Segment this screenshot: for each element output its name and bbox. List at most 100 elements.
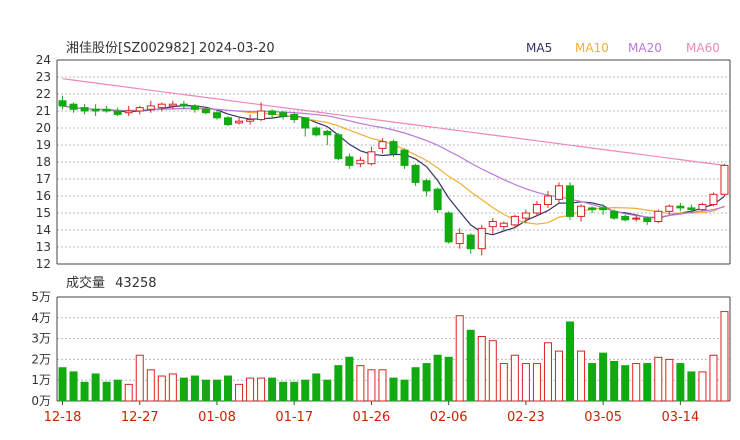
volume-bar <box>543 342 552 402</box>
price-tick-label: 15 <box>36 206 51 220</box>
volume-tick-label: 3万 <box>31 332 51 346</box>
volume-bar <box>58 367 67 402</box>
candle-body <box>698 204 707 211</box>
volume-tick-label: 2万 <box>31 352 51 366</box>
candle <box>113 107 122 117</box>
volume-label: 成交量 <box>66 275 105 291</box>
x-tick-label: 01-26 <box>353 410 391 425</box>
price-y-axis: 12 13 14 15 16 17 18 19 20 21 22 23 24 <box>36 53 51 271</box>
candle <box>510 214 519 229</box>
x-axis: 12-18 12-27 01-08 01-17 01-26 02-06 02-23 03-05… <box>44 401 699 425</box>
candle-body <box>212 112 221 119</box>
candle-body <box>279 112 288 117</box>
candle <box>301 117 310 137</box>
candle-body <box>113 110 122 115</box>
volume-bar <box>588 363 597 402</box>
volume-bar <box>433 354 442 402</box>
volume-bar <box>654 356 663 402</box>
ma60-line <box>62 78 725 166</box>
candle <box>400 148 409 169</box>
candle <box>334 133 343 161</box>
candle-body <box>676 205 685 209</box>
volume-bar <box>334 365 343 402</box>
volume-bar <box>521 363 530 402</box>
legend: MA5 MA10 MA20 MA60 <box>526 41 720 55</box>
candle <box>246 114 255 125</box>
volume-bar <box>91 373 100 402</box>
candle-body <box>257 110 266 120</box>
candle <box>577 204 586 222</box>
candle <box>323 129 332 145</box>
candle <box>91 104 100 117</box>
legend-item-ma20: MA20 <box>628 41 662 55</box>
volume-bar <box>632 363 641 402</box>
volume-bar <box>643 363 652 402</box>
volume-bar <box>157 375 166 402</box>
candle-body <box>588 207 597 211</box>
volume-bar <box>532 363 541 402</box>
volume-bar <box>566 321 575 402</box>
candle <box>157 102 166 111</box>
volume-y-axis: 0万 1万 2万 3万 4万 5万 <box>31 290 51 408</box>
candle-body <box>201 108 210 114</box>
volume-bar <box>610 360 619 402</box>
volume-bar <box>246 377 255 402</box>
candle <box>643 216 652 225</box>
legend-item-ma60: MA60 <box>686 41 720 55</box>
candle <box>455 228 464 249</box>
x-tick-label: 12-18 <box>44 410 82 425</box>
volume-bar <box>323 379 332 402</box>
candle-body <box>643 217 652 223</box>
volume-bar <box>499 363 508 402</box>
price-tick-label: 20 <box>36 121 51 135</box>
volume-bar <box>554 350 563 402</box>
candle-body <box>422 180 431 192</box>
candle-body <box>687 207 696 211</box>
volume-bar <box>113 379 122 402</box>
candle-body <box>466 234 475 250</box>
candle-body <box>665 205 674 212</box>
candle-body <box>190 105 199 110</box>
candle <box>312 126 321 137</box>
volume-tick-label: 4万 <box>31 311 51 325</box>
volume-bar <box>279 381 288 402</box>
price-tick-label: 13 <box>36 240 51 254</box>
candle-body <box>323 130 332 136</box>
candle <box>345 153 354 169</box>
candle <box>378 138 387 154</box>
volume-bar <box>422 363 431 402</box>
candle-body <box>69 103 78 110</box>
volume-bar <box>135 354 144 402</box>
candle-body <box>268 110 277 115</box>
candle-body <box>720 164 729 195</box>
x-tick-label: 03-14 <box>661 410 699 425</box>
candle-body <box>345 156 354 166</box>
volume-bar <box>720 311 729 402</box>
volume-bars <box>58 311 729 402</box>
candle-body <box>610 210 619 219</box>
volume-title: 成交量 43258 <box>66 275 157 291</box>
price-grid <box>56 59 731 265</box>
candle-body <box>532 204 541 214</box>
candle <box>389 139 398 157</box>
candle-body <box>235 120 244 124</box>
volume-bar <box>268 377 277 402</box>
candle <box>665 204 674 215</box>
candle <box>632 214 641 222</box>
candle-body <box>356 159 365 165</box>
candle <box>268 109 277 118</box>
candle-body <box>654 210 663 223</box>
candle <box>69 102 78 113</box>
volume-bar <box>599 352 608 402</box>
candle <box>444 211 453 244</box>
candle-body <box>378 141 387 149</box>
candle-body <box>577 205 586 217</box>
candle <box>477 224 486 256</box>
candle <box>698 202 707 212</box>
volume-bar <box>102 381 111 402</box>
volume-value: 43258 <box>115 276 156 291</box>
candle-body <box>499 222 508 228</box>
volume-bar <box>444 356 453 402</box>
candle <box>201 107 210 115</box>
